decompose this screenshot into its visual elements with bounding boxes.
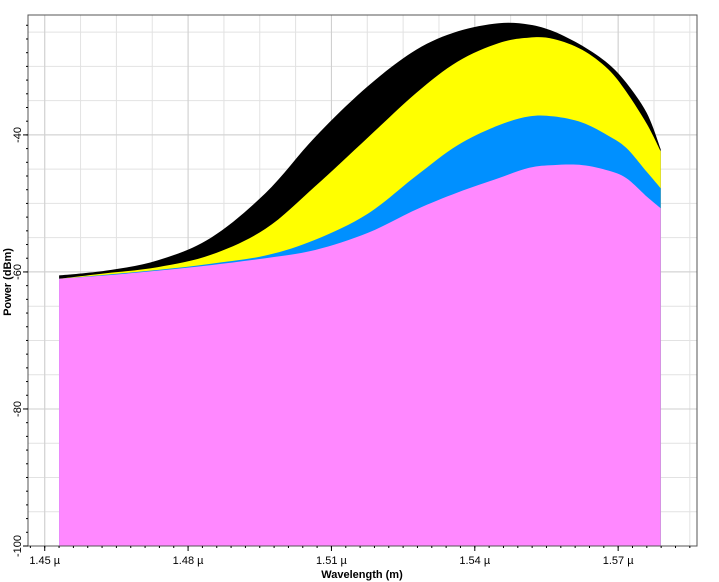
x-tick-label: 1.51 µ (316, 555, 347, 567)
y-axis-title: Power (dBm) (2, 248, 14, 316)
series-area-4 (59, 164, 661, 547)
x-tick-label: 1.48 µ (173, 555, 204, 567)
x-axis-ticks: 1.45 µ 1.48 µ 1.51 µ 1.54 µ 1.57 µ (29, 546, 691, 567)
y-tick-label: -80 (12, 401, 24, 417)
y-tick-label: -100 (12, 535, 24, 557)
y-tick-label: -60 (12, 264, 24, 280)
x-tick-label: 1.54 µ (459, 555, 490, 567)
x-tick-label: 1.57 µ (603, 555, 634, 567)
x-tick-label: 1.45 µ (29, 555, 60, 567)
x-axis-title: Wavelength (m) (321, 569, 403, 581)
plot-frame (27, 14, 698, 547)
data-areas (59, 22, 661, 547)
y-tick-label: -40 (12, 127, 24, 143)
y-axis-ticks: -40 -60 -80 -100 (12, 24, 28, 557)
